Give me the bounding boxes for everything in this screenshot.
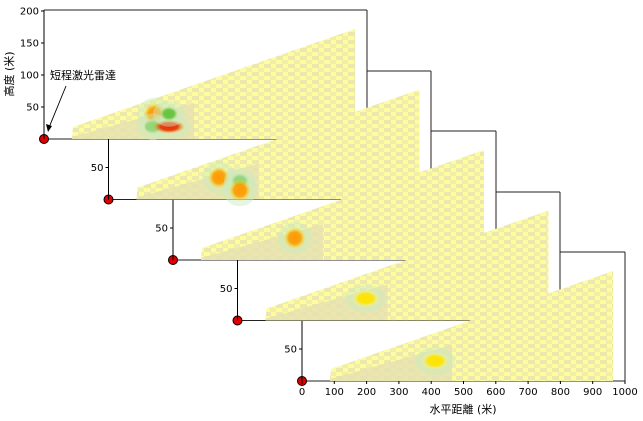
x-tick-label: 900 xyxy=(583,387,602,398)
scan-wedge xyxy=(201,150,484,260)
y-tick-label: 150 xyxy=(20,39,39,50)
x-tick-label: 200 xyxy=(357,387,376,398)
x-tick-label: 0 xyxy=(299,387,305,398)
hotspot-red xyxy=(152,119,185,134)
y-tick-label: 50 xyxy=(284,345,297,356)
scan-panel-1: 50 100 150 200 xyxy=(20,7,368,144)
hotspot-orange xyxy=(283,227,306,249)
scan-panel-2: 50 xyxy=(91,70,432,207)
y-axis-label: 高度 (米) xyxy=(2,51,16,96)
y-tick-label: 50 xyxy=(155,224,168,235)
scan-wedge xyxy=(136,89,420,200)
hotspot-yellow xyxy=(421,351,450,370)
annotation-arrowhead xyxy=(46,124,52,132)
x-tick-label: 1000 xyxy=(612,387,637,398)
x-tick-label: 500 xyxy=(454,387,473,398)
scan-panel-4: 50 xyxy=(220,191,561,326)
x-axis-label: 水平距離 (米) xyxy=(429,402,496,416)
x-tick-label: 300 xyxy=(389,387,408,398)
axes-layer: 0 100 200 300 400 500 600 700 800 900 1000 xyxy=(299,381,638,398)
hotspot-yellow xyxy=(351,289,380,308)
scan-panel-5: 50 xyxy=(284,251,626,386)
x-tick-label: 100 xyxy=(325,387,344,398)
annotation-arrow xyxy=(47,85,67,131)
y-tick-label: 200 xyxy=(20,7,39,18)
y-tick-label: 50 xyxy=(220,284,233,295)
scan-wedge xyxy=(330,271,613,381)
lidar-annotation: 短程激光雷達 xyxy=(50,68,116,82)
hotspot-orange xyxy=(228,179,251,202)
hotspot-green xyxy=(158,105,179,122)
hotspot-orange xyxy=(207,166,230,189)
x-tick-label: 600 xyxy=(486,387,505,398)
scan-wedge xyxy=(72,29,355,139)
y-tick-label: 50 xyxy=(26,103,39,114)
x-tick-label: 400 xyxy=(422,387,441,398)
scan-wedge-lower xyxy=(330,345,452,381)
scan-panel-3: 50 xyxy=(155,130,497,265)
y-tick-label: 50 xyxy=(91,163,104,174)
x-tick-label: 800 xyxy=(551,387,570,398)
scan-wedge xyxy=(265,210,549,321)
y-tick-label: 100 xyxy=(20,71,39,82)
panels-layer: 50 100 150 200 50 50 50 50 xyxy=(20,7,626,386)
x-tick-label: 700 xyxy=(519,387,538,398)
